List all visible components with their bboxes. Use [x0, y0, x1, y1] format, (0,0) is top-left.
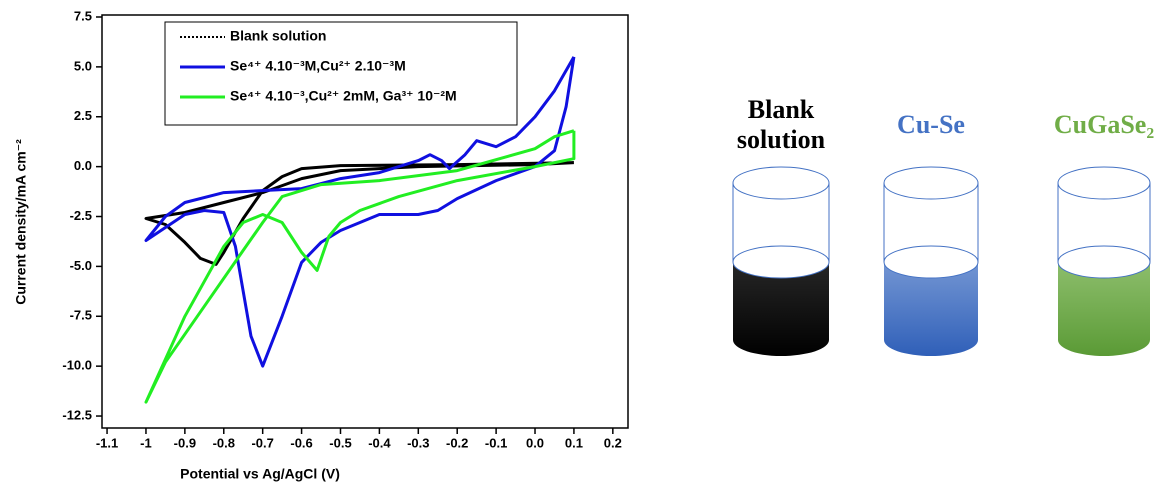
- beaker-wall: [732, 183, 830, 262]
- beaker-rim: [1057, 166, 1151, 200]
- beaker-liquid: [733, 262, 829, 356]
- beaker-wall: [883, 183, 979, 262]
- y-tick-label: -12.5: [62, 407, 92, 422]
- beaker-rim: [883, 166, 979, 200]
- y-tick-label: -7.5: [70, 308, 92, 323]
- beaker-surface: [732, 245, 830, 279]
- y-tick-label: -10.0: [62, 358, 92, 373]
- x-tick-label: 0.0: [526, 435, 544, 450]
- x-tick-label: -0.2: [446, 435, 468, 450]
- x-tick-label: -0.1: [485, 435, 507, 450]
- x-tick-label: -0.8: [213, 435, 235, 450]
- beaker-liquid: [884, 262, 978, 356]
- x-tick-label: -0.7: [251, 435, 273, 450]
- x-tick-label: -0.5: [329, 435, 351, 450]
- beaker-label: Blank solution: [736, 95, 826, 154]
- cv-curve: [144, 56, 576, 368]
- legend: Blank solution Se⁴⁺ 4.10⁻³M,Cu²⁺ 2.10⁻³M S…: [164, 21, 518, 126]
- x-axis-label: Potential vs Ag/AgCl (V): [180, 466, 340, 482]
- y-tick-label: 7.5: [74, 8, 92, 23]
- x-tick-label: -0.6: [290, 435, 312, 450]
- legend-box: [164, 21, 518, 126]
- x-tick-label: 0.1: [565, 435, 583, 450]
- beaker-label: Cu-Se: [897, 110, 965, 139]
- beaker-surface: [1057, 245, 1151, 279]
- cv-curve: [144, 161, 574, 266]
- y-axis-label: Current density/mA cm⁻²: [13, 139, 29, 305]
- x-tick-label: -0.3: [407, 435, 429, 450]
- beaker-surface: [883, 245, 979, 279]
- legend-label: Se⁴⁺ 4.10⁻³,Cu²⁺ 2mM, Ga³⁺ 10⁻²M: [230, 88, 457, 104]
- beaker-wall: [1057, 183, 1151, 262]
- y-tick-label: -2.5: [70, 208, 92, 223]
- plot-frame: [101, 14, 629, 429]
- x-tick-label: -1.1: [96, 435, 118, 450]
- x-tick-label: 0.2: [604, 435, 622, 450]
- y-tick-label: 5.0: [74, 58, 92, 73]
- y-tick-label: -5.0: [70, 258, 92, 273]
- y-tick-label: 2.5: [74, 108, 92, 123]
- x-tick-label: -1: [140, 435, 152, 450]
- legend-label: Blank solution: [230, 28, 326, 44]
- cv-curve: [144, 129, 576, 404]
- y-tick-label: 0.0: [74, 158, 92, 173]
- beaker-liquid: [1058, 262, 1150, 356]
- beaker-label: CuGaSe₂: [1053, 110, 1155, 139]
- legend-label: Se⁴⁺ 4.10⁻³M,Cu²⁺ 2.10⁻³M: [230, 58, 406, 74]
- x-tick-label: -0.4: [368, 435, 391, 450]
- x-tick-label: -0.9: [174, 435, 196, 450]
- beaker-rim: [732, 166, 830, 200]
